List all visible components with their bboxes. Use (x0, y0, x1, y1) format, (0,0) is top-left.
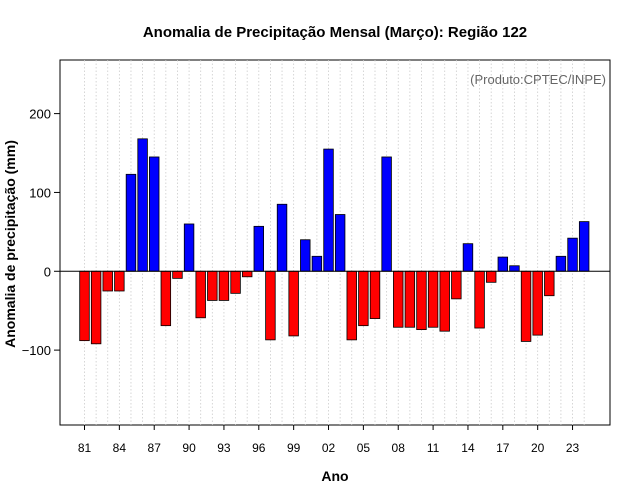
bar-2013 (451, 270, 462, 300)
bar-2003 (334, 214, 346, 272)
bars (79, 138, 590, 345)
x-tick-label: 14 (461, 441, 475, 455)
bar-1998 (276, 203, 288, 272)
y-tick-label: 100 (29, 185, 51, 200)
x-tick-label: 93 (217, 441, 231, 455)
y-tick-label: 0 (44, 264, 51, 279)
bar-2012 (439, 270, 450, 332)
bar-2011 (427, 270, 439, 328)
y-tick-label: −100 (22, 343, 51, 358)
bar-1988 (160, 270, 172, 327)
bar-2014 (462, 243, 474, 272)
bar-1986 (137, 138, 148, 272)
x-axis: 81 84 87 90 93 96 99 02 05 08 11 14 17 20 23 (78, 425, 580, 455)
x-tick-label: 99 (287, 441, 301, 455)
bar-2020 (532, 270, 543, 336)
bar-2024 (578, 221, 590, 272)
x-tick-label: 17 (496, 441, 510, 455)
x-tick-label: 96 (252, 441, 266, 455)
bar-1990 (183, 223, 195, 272)
bar-2016 (485, 270, 497, 283)
plot-frame (59, 59, 611, 426)
bar-1985 (125, 173, 137, 272)
bar-2017 (497, 256, 509, 272)
bar-2010 (416, 270, 427, 331)
bar-1984 (114, 270, 125, 292)
bar-1996 (253, 225, 265, 272)
bar-1982 (90, 270, 102, 345)
y-axis-label: Anomalia de precipitação (mm) (2, 140, 18, 348)
x-tick-label: 08 (392, 441, 406, 455)
bar-2009 (404, 270, 416, 328)
y-tick-label: 200 (29, 107, 51, 122)
y-axis: −100 0 100 200 (22, 107, 60, 358)
x-tick-label: 23 (566, 441, 580, 455)
bar-2015 (474, 270, 485, 329)
bar-2018 (509, 265, 520, 272)
bar-2001 (311, 255, 323, 272)
bar-2023 (567, 237, 578, 272)
x-tick-label: 90 (182, 441, 196, 455)
bar-1995 (241, 270, 253, 278)
x-tick-label: 84 (113, 441, 127, 455)
bar-1989 (172, 270, 183, 279)
bar-2000 (300, 239, 311, 272)
bar-2005 (358, 270, 369, 327)
bar-2002 (323, 148, 334, 272)
chart-title: Anomalia de Precipitação Mensal (Março):… (143, 24, 527, 41)
bar-2019 (520, 270, 532, 342)
grid-lines (84, 60, 585, 425)
bar-1992 (207, 270, 218, 301)
x-tick-label: 11 (427, 441, 440, 455)
bar-1981 (79, 270, 90, 342)
x-tick-label: 87 (148, 441, 162, 455)
bar-1991 (195, 270, 206, 319)
bar-1983 (102, 270, 113, 292)
bar-2022 (555, 255, 567, 272)
bar-2006 (369, 270, 381, 319)
bar-2004 (346, 270, 357, 341)
x-tick-label: 05 (357, 441, 371, 455)
bar-2007 (381, 156, 392, 272)
x-tick-label: 81 (78, 441, 92, 455)
bar-1987 (149, 156, 160, 272)
x-tick-label: 20 (531, 441, 545, 455)
product-annotation: (Produto:CPTEC/INPE) (470, 72, 606, 87)
bar-2021 (544, 270, 555, 297)
x-axis-label: Ano (321, 468, 348, 484)
bar-1994 (230, 270, 241, 294)
bar-2008 (393, 270, 404, 328)
bar-1993 (218, 270, 230, 301)
bar-1997 (265, 270, 276, 341)
x-tick-label: 02 (322, 441, 336, 455)
bar-1999 (288, 270, 299, 337)
